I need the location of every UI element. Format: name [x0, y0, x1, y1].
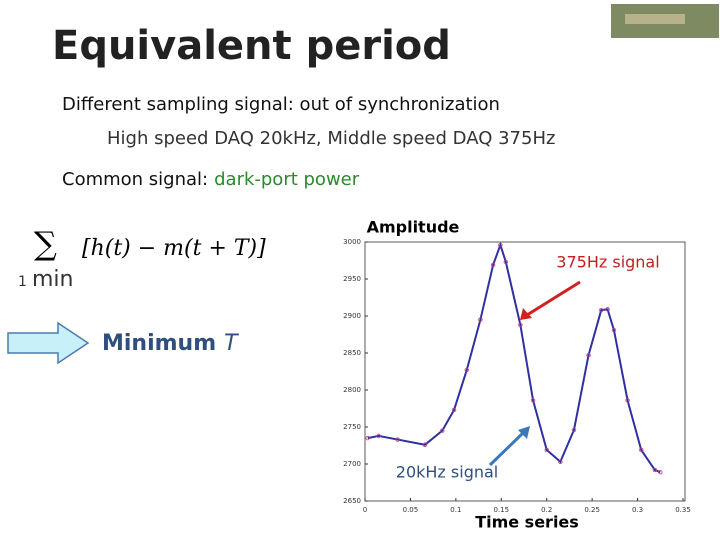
point [422, 442, 428, 447]
point [652, 467, 658, 473]
point [440, 428, 445, 433]
y-tick-label: 2800 [343, 386, 361, 394]
x-tick-label: 0.3 [632, 506, 643, 514]
annotation: 375Hz signal [556, 253, 659, 272]
x-tick-label: 0.15 [493, 506, 509, 514]
point [490, 262, 496, 268]
common-label: Common signal: [62, 169, 208, 190]
point [544, 447, 549, 453]
y-tick-label: 2650 [343, 497, 361, 505]
point [365, 435, 370, 441]
annotation-arrowhead [520, 308, 532, 320]
y-axis-label: Amplitude [367, 218, 460, 237]
y-tick-label: 2900 [343, 312, 361, 320]
x-tick-label: 0.2 [541, 506, 552, 514]
arrow-text: Minimum T [102, 331, 239, 356]
plot-frame [364, 241, 686, 502]
point [518, 322, 523, 328]
y-tick-label: 2750 [343, 423, 361, 431]
y-tick-label: 2700 [343, 460, 361, 468]
slide-title: Equivalent period [52, 23, 451, 69]
point [451, 407, 457, 413]
photo-detail [625, 14, 685, 24]
sub-bullet: High speed DAQ 20kHz, Middle speed DAQ 3… [107, 128, 555, 149]
point [376, 433, 381, 439]
line [367, 241, 661, 474]
formula-min: min [32, 267, 74, 292]
point [605, 307, 610, 312]
point [498, 242, 503, 248]
arrow-symbol: T [224, 331, 239, 356]
x-tick-label: 0.1 [450, 506, 461, 514]
formula-body: [h(t) − m(t + T)] [82, 236, 266, 261]
annotation-arrowhead [518, 426, 530, 439]
point [586, 353, 591, 358]
point [478, 317, 483, 322]
point [611, 327, 617, 333]
point [464, 367, 469, 373]
point [503, 259, 509, 265]
x-tick-label: 0.35 [675, 506, 691, 514]
x-tick-label: 0.25 [584, 506, 600, 514]
formula-sum: ∑ [34, 225, 57, 263]
point [530, 398, 536, 403]
y-tick-label: 3000 [343, 238, 361, 246]
common-value: dark-port power [214, 169, 360, 190]
point [599, 307, 604, 313]
y-tick-label: 2850 [343, 349, 361, 357]
x-tick-label: 0.05 [403, 506, 419, 514]
x-tick-label: 0 [363, 506, 367, 514]
x-axis-label: Time series [475, 513, 579, 532]
point [625, 398, 630, 403]
annotation-arrow [488, 430, 526, 467]
bullet: Common signal: dark-port power [62, 169, 360, 190]
arrow [7, 321, 90, 365]
annotation-arrow [526, 280, 581, 317]
point [571, 427, 577, 433]
point [658, 469, 663, 475]
arrow-label: Minimum [102, 331, 216, 356]
point [395, 437, 400, 442]
y-tick-label: 2950 [343, 275, 361, 283]
formula-index: 1 [18, 274, 27, 290]
bullet: Different sampling signal: out of synchr… [62, 94, 500, 115]
point [639, 447, 644, 453]
annotation: 20kHz signal [396, 463, 498, 482]
point [558, 459, 563, 464]
